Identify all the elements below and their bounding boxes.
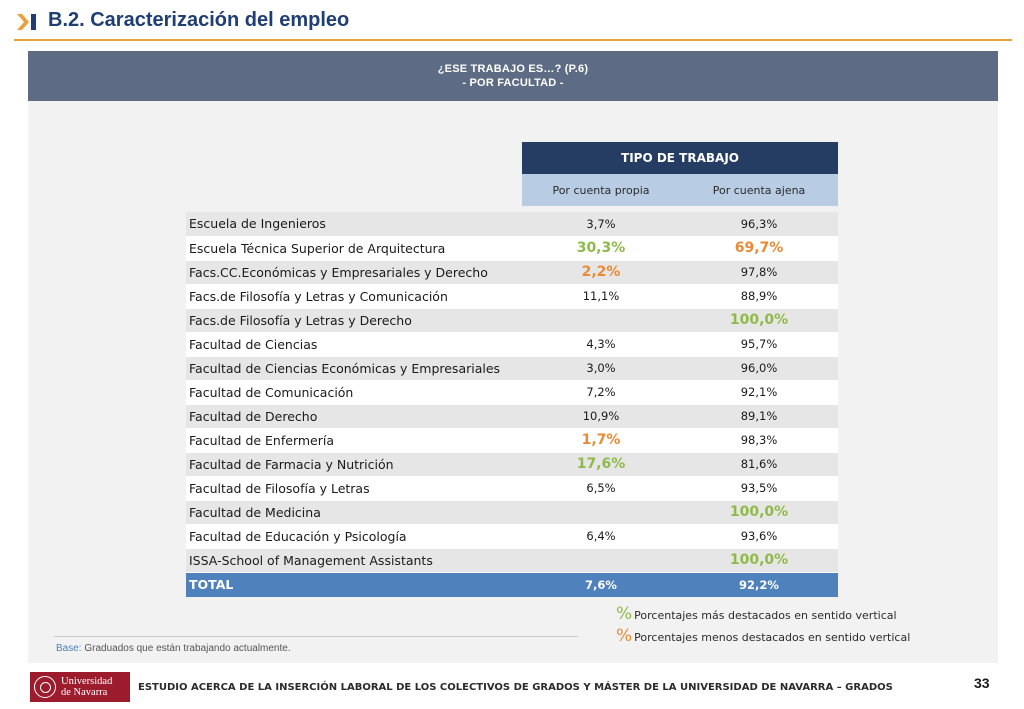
- value-propia: 3,0%: [522, 356, 680, 381]
- group-header: TIPO DE TRABAJO: [522, 142, 839, 174]
- value-ajena: 69,7%: [680, 236, 839, 261]
- empty-corner-sub: [186, 174, 522, 206]
- value-ajena: 93,6%: [680, 524, 839, 549]
- value-propia: [522, 500, 680, 525]
- value-propia: 7,2%: [522, 380, 680, 405]
- base-divider: [54, 636, 578, 637]
- faculty-name: Facultad de Filosofía y Letras: [186, 476, 522, 501]
- question-banner: ¿ESE TRABAJO ES…? (P.6) - POR FACULTAD -: [28, 51, 998, 101]
- base-label: Base:: [56, 643, 82, 654]
- faculty-name: Facultad de Farmacia y Nutrición: [186, 452, 522, 477]
- page-header: B.2. Caracterización del empleo: [0, 0, 1024, 42]
- value-ajena: 89,1%: [680, 404, 839, 429]
- logo-line-2: de Navarra: [61, 687, 108, 698]
- faculty-name: Facultad de Comunicación: [186, 380, 522, 405]
- table-row: Facultad de Filosofía y Letras 6,5% 93,5%: [186, 476, 839, 501]
- table-row: Escuela de Ingenieros 3,7% 96,3%: [186, 212, 839, 237]
- faculty-name: Facs.CC.Económicas y Empresariales y Der…: [186, 260, 522, 285]
- chevron-right-icon: [17, 14, 36, 30]
- table-row: Facultad de Enfermería 1,7% 98,3%: [186, 428, 839, 453]
- table-row: Facultad de Farmacia y Nutrición 17,6% 81,…: [186, 452, 839, 477]
- value-propia: [522, 548, 680, 573]
- table-row: ISSA-School of Management Assistants 100,…: [186, 548, 839, 573]
- total-propia: 7,6%: [522, 572, 680, 597]
- base-note: Base: Graduados que están trabajando act…: [56, 643, 291, 654]
- faculty-name: Facultad de Enfermería: [186, 428, 522, 453]
- table-row: Facs.de Filosofía y Letras y Comunicació…: [186, 284, 839, 309]
- legend-high-text: Porcentajes más destacados en sentido ve…: [634, 609, 897, 622]
- table-row: Facultad de Comunicación 7,2% 92,1%: [186, 380, 839, 405]
- value-propia: 10,9%: [522, 404, 680, 429]
- total-row: TOTAL 7,6% 92,2%: [186, 572, 839, 597]
- logo-line-1: Universidad: [61, 676, 113, 687]
- table-row: Facs.CC.Económicas y Empresariales y Der…: [186, 260, 839, 285]
- table-row: Facultad de Ciencias 4,3% 95,7%: [186, 332, 839, 357]
- base-text: Graduados que están trabajando actualmen…: [84, 643, 291, 654]
- value-ajena: 100,0%: [680, 500, 839, 525]
- value-propia: 11,1%: [522, 284, 680, 309]
- legend-high-symbol: %: [616, 604, 633, 624]
- table-row: Facultad de Educación y Psicología 6,4% 93…: [186, 524, 839, 549]
- page-title: B.2. Caracterización del empleo: [48, 9, 350, 31]
- legend-low-symbol: %: [616, 626, 633, 646]
- table-row: Facultad de Ciencias Económicas y Empres…: [186, 356, 839, 381]
- value-propia: 6,4%: [522, 524, 680, 549]
- results-table: TIPO DE TRABAJO Por cuenta propia Por cu…: [186, 142, 839, 597]
- header-divider: [14, 39, 1012, 41]
- value-ajena: 93,5%: [680, 476, 839, 501]
- legend-high: % Porcentajes más destacados en sentido v…: [616, 604, 897, 624]
- total-ajena: 92,2%: [680, 572, 839, 597]
- faculty-name: Facs.de Filosofía y Letras y Comunicació…: [186, 284, 522, 309]
- faculty-name: Escuela de Ingenieros: [186, 212, 522, 237]
- faculty-name: Facultad de Derecho: [186, 404, 522, 429]
- value-ajena: 98,3%: [680, 428, 839, 453]
- value-ajena: 96,3%: [680, 212, 839, 237]
- faculty-name: Escuela Técnica Superior de Arquitectura: [186, 236, 522, 261]
- faculty-name: Facultad de Educación y Psicología: [186, 524, 522, 549]
- column-header-ajena: Por cuenta ajena: [680, 174, 839, 206]
- table-body: Escuela de Ingenieros 3,7% 96,3% Escuela Té…: [186, 212, 839, 597]
- value-ajena: 96,0%: [680, 356, 839, 381]
- legend-low: % Porcentajes menos destacados en sentido…: [616, 626, 910, 646]
- table-row: Facultad de Medicina 100,0%: [186, 500, 839, 525]
- question-subtitle: - POR FACULTAD -: [462, 77, 564, 89]
- value-propia: 4,3%: [522, 332, 680, 357]
- value-ajena: 88,9%: [680, 284, 839, 309]
- value-ajena: 95,7%: [680, 332, 839, 357]
- seal-icon: [34, 676, 56, 698]
- faculty-name: Facultad de Ciencias Económicas y Empres…: [186, 356, 522, 381]
- study-title: ESTUDIO ACERCA DE LA INSERCIÓN LABORAL D…: [138, 682, 893, 693]
- empty-corner: [186, 142, 522, 174]
- value-ajena: 100,0%: [680, 308, 839, 333]
- value-ajena: 100,0%: [680, 548, 839, 573]
- value-propia: [522, 308, 680, 333]
- faculty-name: Facs.de Filosofía y Letras y Derecho: [186, 308, 522, 333]
- value-propia: 3,7%: [522, 212, 680, 237]
- faculty-name: Facultad de Ciencias: [186, 332, 522, 357]
- table-row: Facs.de Filosofía y Letras y Derecho 100,…: [186, 308, 839, 333]
- table-row: Escuela Técnica Superior de Arquitectura…: [186, 236, 839, 261]
- page-number: 33: [974, 675, 990, 691]
- value-propia: 30,3%: [522, 236, 680, 261]
- value-propia: 17,6%: [522, 452, 680, 477]
- value-propia: 6,5%: [522, 476, 680, 501]
- faculty-name: ISSA-School of Management Assistants: [186, 548, 522, 573]
- faculty-name: Facultad de Medicina: [186, 500, 522, 525]
- value-propia: 2,2%: [522, 260, 680, 285]
- value-ajena: 97,8%: [680, 260, 839, 285]
- column-header-propia: Por cuenta propia: [522, 174, 680, 206]
- value-propia: 1,7%: [522, 428, 680, 453]
- table-row: Facultad de Derecho 10,9% 89,1%: [186, 404, 839, 429]
- value-ajena: 92,1%: [680, 380, 839, 405]
- question-title: ¿ESE TRABAJO ES…? (P.6): [437, 63, 589, 75]
- university-logo: Universidad de Navarra: [30, 672, 130, 702]
- total-label: TOTAL: [186, 572, 522, 597]
- legend-low-text: Porcentajes menos destacados en sentido …: [634, 631, 911, 644]
- value-ajena: 81,6%: [680, 452, 839, 477]
